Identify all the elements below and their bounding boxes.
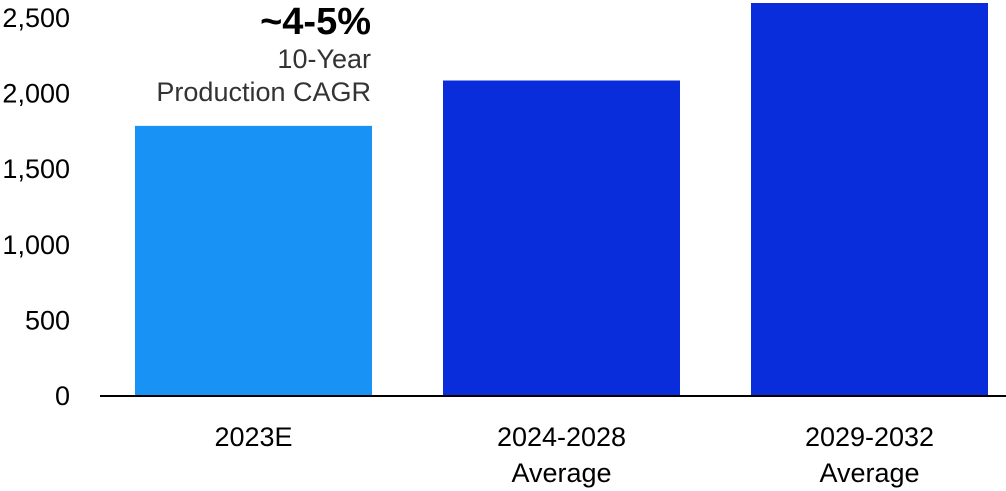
y-tick-label: 500: [25, 305, 70, 335]
y-tick-label: 1,500: [2, 154, 70, 184]
x-tick-label: 2023E: [214, 422, 292, 452]
x-tick-label: Average: [511, 458, 611, 488]
annotation-line2: Production CAGR: [156, 77, 371, 107]
y-tick-label: 1,000: [2, 230, 70, 260]
annotation-line1: 10-Year: [277, 44, 371, 74]
y-tick-label: 0: [55, 381, 70, 411]
bar: [443, 80, 680, 395]
y-tick-label: 2,000: [2, 79, 70, 109]
x-tick-label: 2024-2028: [497, 422, 626, 452]
bar: [751, 3, 988, 395]
x-tick-label: 2029-2032: [805, 422, 934, 452]
cagr-annotation: ~4-5% 10-Year Production CAGR: [156, 1, 371, 107]
bar: [135, 125, 372, 395]
x-axis-labels: 2023E 2024-2028 Average 2029-2032 Average: [214, 422, 934, 488]
bars: [135, 3, 988, 395]
y-tick-label: 2,500: [2, 3, 70, 33]
annotation-headline: ~4-5%: [260, 1, 371, 43]
y-axis-ticks: 0 500 1,000 1,500 2,000 2,500: [2, 3, 70, 411]
x-tick-label: Average: [819, 458, 919, 488]
